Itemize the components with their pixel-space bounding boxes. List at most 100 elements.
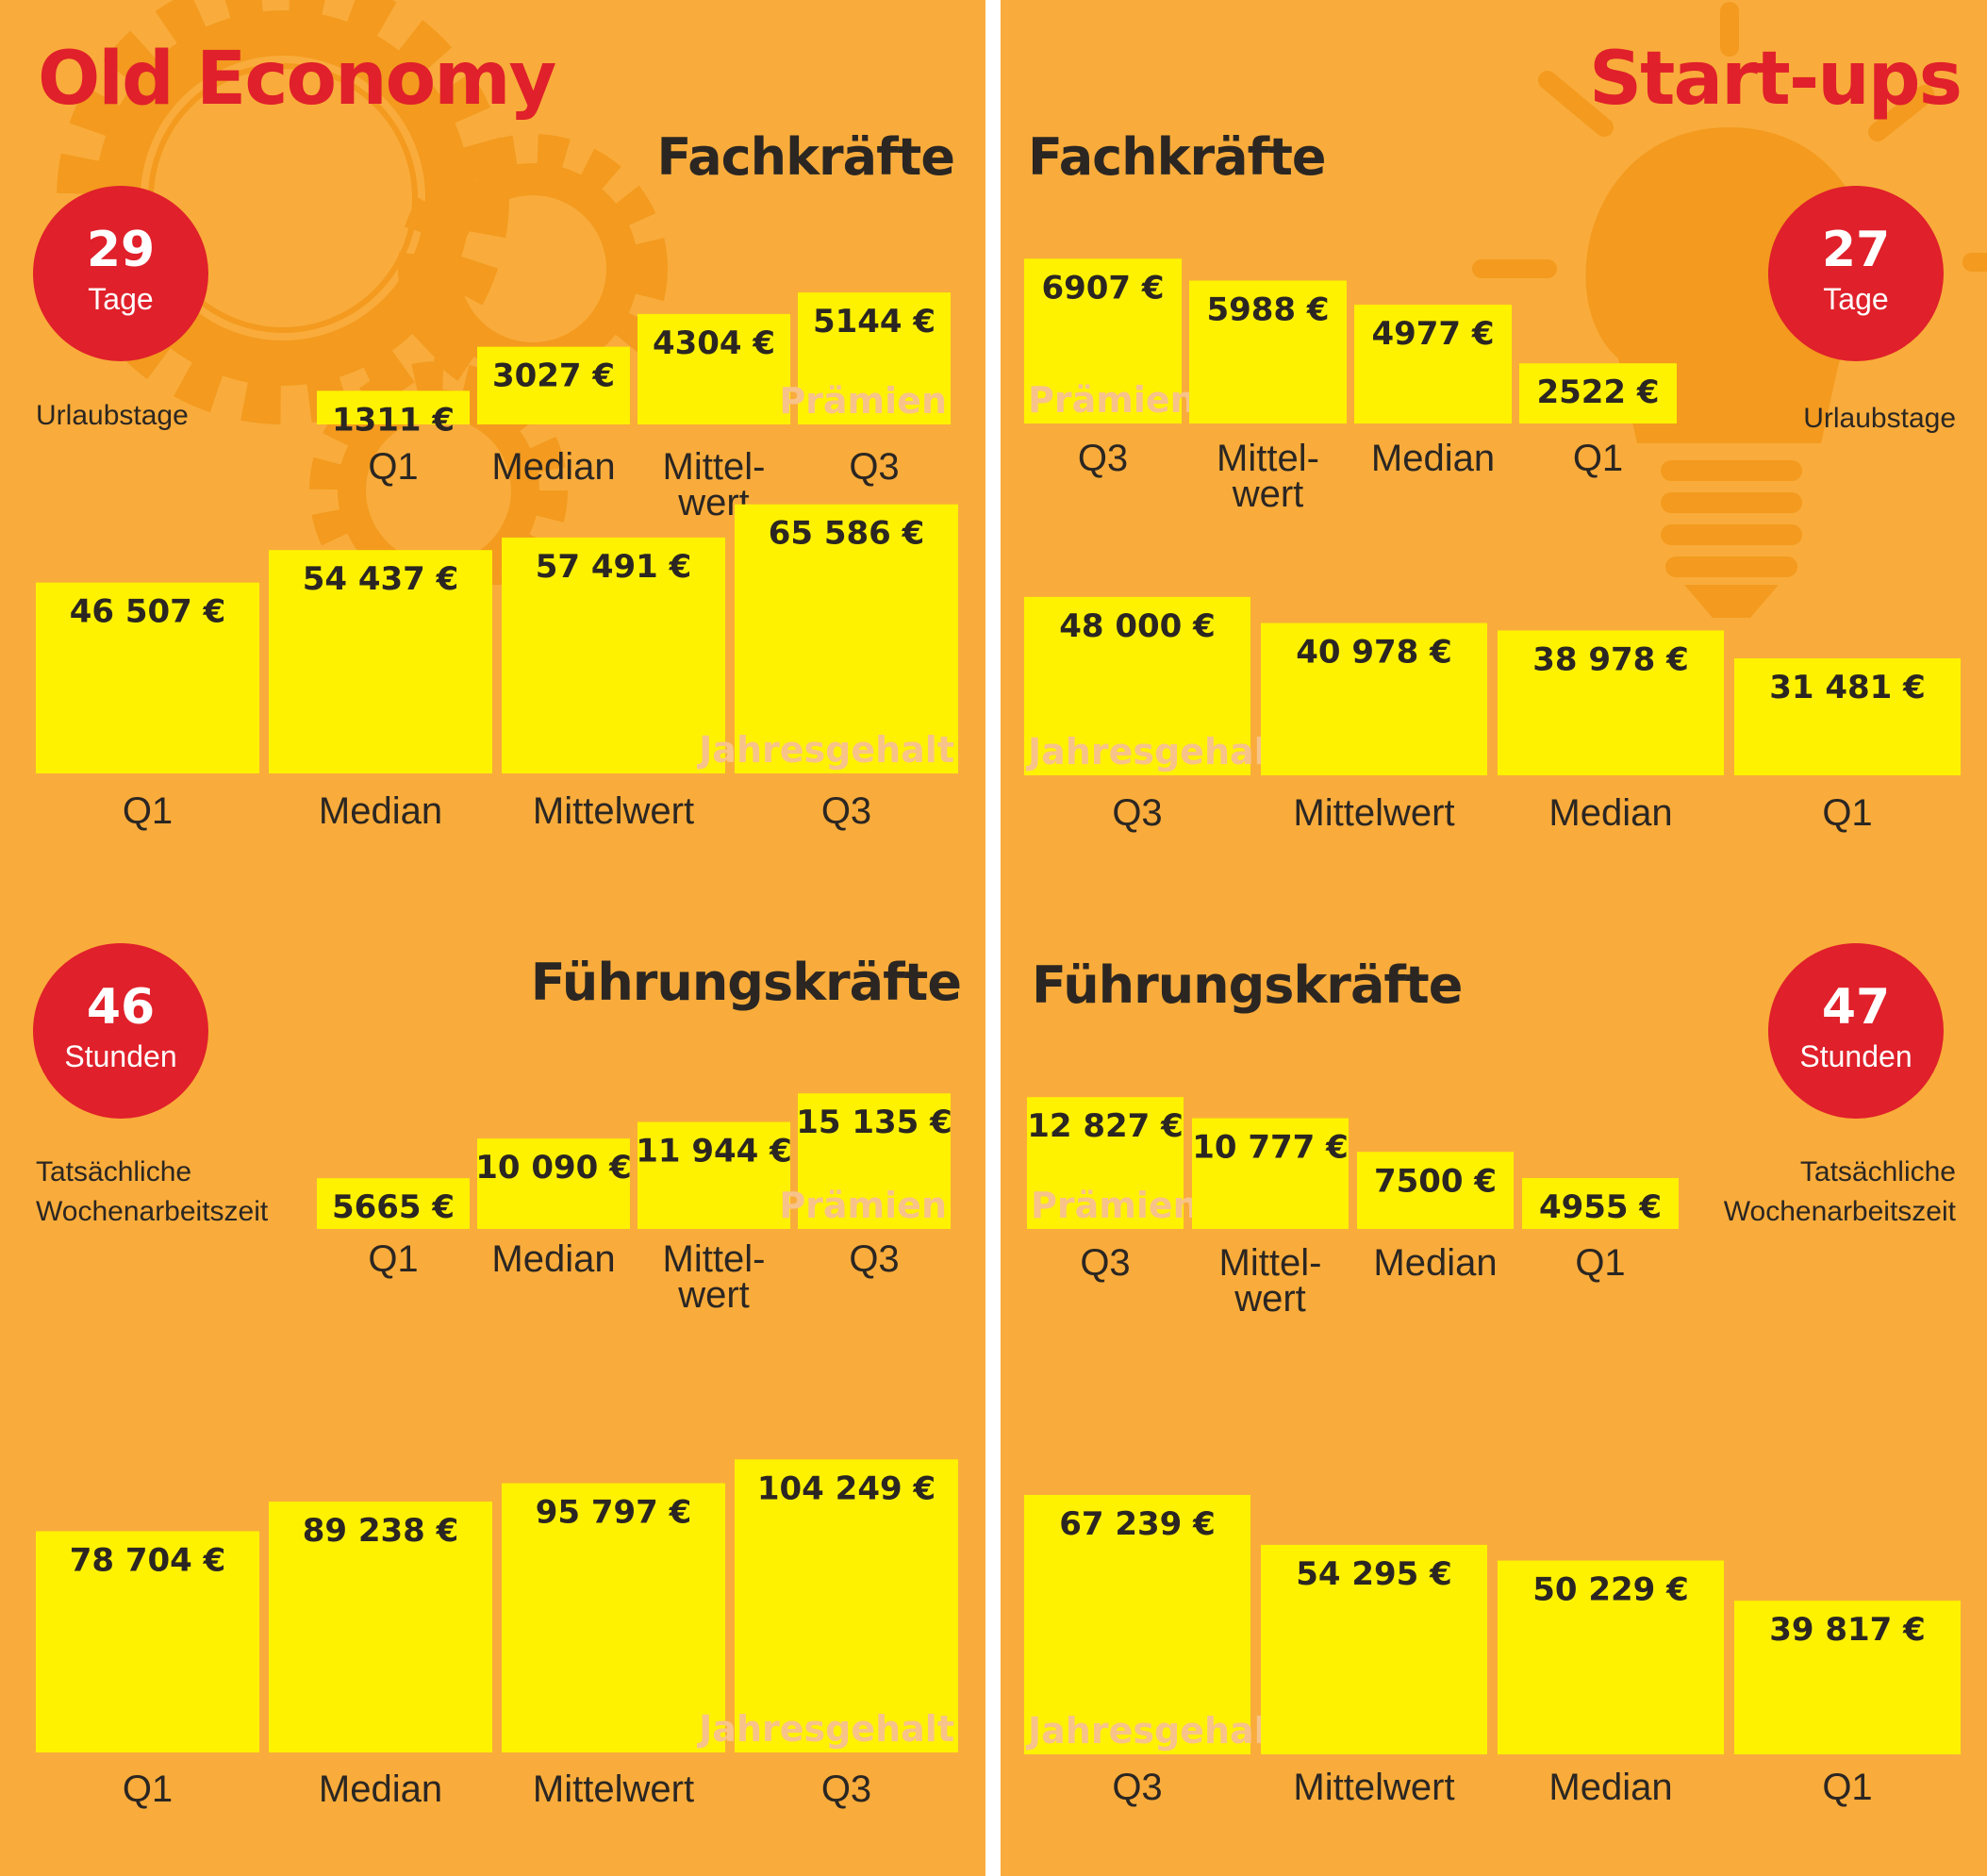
category-label: Q1 [1575, 1242, 1625, 1284]
vacation-days-label: Urlaubstage [36, 400, 189, 431]
chart-old-economy-fuehrungskraefte-jahresgehalt: 78 704 € Q1 89 238 € Median 95 797 € Mittelwe… [36, 1459, 958, 1810]
value-label: 89 238 € [303, 1512, 459, 1550]
weekly-hours-label-line1: Tatsächliche [1799, 1156, 1956, 1187]
chart-old-economy-fuehrungskraefte-praemien: 5665 € Q1 10 090 € Median 11 944 € Mittel-wer… [317, 1093, 952, 1316]
value-label: 50 229 € [1532, 1571, 1689, 1609]
panel-divider [985, 0, 1001, 1876]
bar [637, 313, 790, 424]
value-label: 54 437 € [303, 560, 459, 598]
value-label: 15 135 € [796, 1104, 952, 1141]
weekly-hours-label-line2: Wochenarbeitszeit [1723, 1196, 1956, 1227]
series-watermark-label: Jahresgehalt [1025, 1710, 1283, 1751]
category-label: Mittel- [663, 446, 766, 488]
category-label: Q3 [849, 1238, 899, 1280]
bar [269, 550, 492, 773]
value-label: 67 239 € [1059, 1505, 1216, 1543]
bar [1189, 280, 1347, 423]
vacation-days-value: 29 [86, 222, 156, 278]
bar [36, 582, 259, 773]
bar [1734, 657, 1961, 775]
bar [1519, 363, 1677, 423]
section-title-fachkraefte: Fachkräfte [1028, 127, 1327, 187]
value-label: 6907 € [1041, 269, 1164, 307]
value-label: 3027 € [492, 357, 615, 395]
category-label: Median [1548, 792, 1672, 834]
category-label: Q3 [1078, 438, 1128, 479]
series-watermark-label: Jahresgehalt [696, 1708, 954, 1750]
series-watermark-label: Prämien [779, 1185, 947, 1226]
weekly-hours-unit: Stunden [1799, 1039, 1912, 1073]
category-label: wert [1232, 473, 1304, 515]
value-label: 5144 € [813, 303, 936, 340]
vacation-days-badge: 29 Tage [33, 186, 208, 361]
category-label: Q3 [821, 1768, 871, 1810]
bar [1024, 1494, 1250, 1754]
bar [477, 1138, 630, 1229]
category-label: Mittel- [1219, 1242, 1322, 1284]
bar [317, 390, 470, 424]
value-label: 5988 € [1206, 291, 1329, 329]
value-label: 95 797 € [536, 1494, 692, 1532]
weekly-hours-label-line1: Tatsächliche [36, 1156, 192, 1187]
value-label: 31 481 € [1769, 669, 1926, 706]
chart-start-ups-fachkraefte-jahresgehalt: 48 000 € Q3 Jahresgehalt 40 978 € Mittelwert… [1024, 596, 1961, 834]
category-label: Median [491, 1238, 615, 1280]
category-label: Q1 [123, 1768, 173, 1810]
chart-start-ups-fuehrungskraefte-jahresgehalt: 67 239 € Q3 Jahresgehalt 54 295 € Mittelwert… [1024, 1494, 1961, 1808]
weekly-hours-unit: Stunden [64, 1039, 177, 1073]
bar [502, 1483, 725, 1752]
series-watermark-label: Prämien [1031, 1185, 1199, 1226]
category-label: Q1 [1822, 792, 1872, 834]
value-label: 1311 € [332, 401, 455, 439]
category-label: Q1 [368, 1238, 418, 1280]
category-label: Mittelwert [1293, 792, 1454, 834]
value-label: 5665 € [332, 1188, 455, 1226]
bar [1734, 1601, 1961, 1754]
value-label: 40 978 € [1296, 634, 1452, 672]
bar [477, 346, 630, 424]
category-label: Median [1373, 1242, 1497, 1284]
value-label: 10 777 € [1192, 1129, 1349, 1167]
series-watermark-label: Prämien [1028, 379, 1196, 421]
chart-old-economy-fachkraefte-jahresgehalt: 46 507 € Q1 54 437 € Median 57 491 € Mittelwe… [36, 504, 958, 832]
section-title-fachkraefte: Fachkräfte [656, 127, 955, 187]
value-label: 4977 € [1371, 315, 1494, 353]
vacation-days-badge: 27 Tage [1768, 186, 1944, 361]
bar [798, 1093, 951, 1229]
category-label: Median [1548, 1767, 1672, 1808]
weekly-hours-badge: 46 Stunden [33, 943, 208, 1119]
category-label: Q1 [123, 790, 173, 832]
value-label: 4304 € [653, 324, 775, 362]
series-watermark-label: Jahresgehalt [696, 729, 954, 771]
weekly-hours-value: 47 [1821, 979, 1891, 1036]
category-label: Q3 [1080, 1242, 1130, 1284]
vacation-days-unit: Tage [88, 282, 154, 316]
category-label: Q3 [1112, 792, 1162, 834]
series-watermark-label: Jahresgehalt [1025, 731, 1283, 772]
vacation-days-unit: Tage [1823, 282, 1889, 316]
category-label: Mittel- [1217, 438, 1319, 479]
bar [1024, 596, 1250, 775]
value-label: 57 491 € [536, 548, 692, 586]
category-label: Median [319, 1768, 442, 1810]
category-label: Q3 [1112, 1767, 1162, 1808]
value-label: 2522 € [1536, 374, 1659, 411]
bar [798, 292, 951, 424]
category-label: Mittelwert [1293, 1767, 1454, 1808]
bar [637, 1121, 790, 1229]
bar [1357, 1152, 1514, 1229]
value-label: 11 944 € [636, 1133, 792, 1170]
value-label: 54 295 € [1296, 1555, 1452, 1593]
category-label: wert [677, 1274, 750, 1316]
value-label: 65 586 € [769, 515, 925, 553]
chart-start-ups-fachkraefte-praemien: 6907 € Q3 Prämien 5988 € Mittel-wert 4977 € Me… [1024, 258, 1677, 515]
value-label: 104 249 € [757, 1469, 936, 1507]
bar [269, 1502, 492, 1752]
category-label: Q3 [849, 446, 899, 488]
bar [735, 1459, 958, 1752]
section-title-fuehrungskraefte: Führungskräfte [1032, 955, 1463, 1015]
bar [317, 1178, 470, 1229]
section-title-fuehrungskraefte: Führungskräfte [530, 953, 962, 1012]
category-label: Mittel- [663, 1238, 766, 1280]
